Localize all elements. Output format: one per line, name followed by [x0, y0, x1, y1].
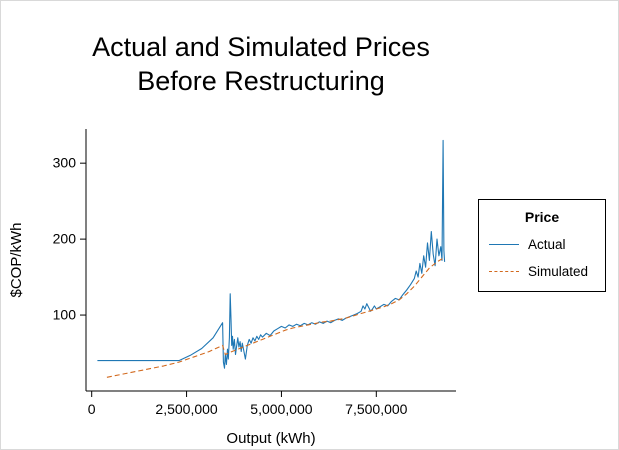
svg-text:100: 100	[53, 307, 77, 323]
chart-title-line1: Actual and Simulated Prices	[92, 32, 430, 62]
legend-entry-actual: Actual	[489, 237, 595, 252]
legend-title: Price	[524, 209, 560, 225]
chart-title: Actual and Simulated Prices Before Restr…	[1, 31, 521, 99]
svg-text:2,500,000: 2,500,000	[155, 401, 217, 417]
svg-text:0: 0	[88, 401, 96, 417]
legend: Price Actual Simulated	[478, 199, 606, 292]
actual-line-sample	[489, 244, 519, 245]
svg-text:$COP/kWh: $COP/kWh	[8, 222, 25, 297]
svg-text:200: 200	[53, 231, 77, 247]
svg-text:300: 300	[53, 155, 77, 171]
svg-text:Output (kWh): Output (kWh)	[226, 430, 315, 447]
svg-text:5,000,000: 5,000,000	[250, 401, 312, 417]
svg-text:7,500,000: 7,500,000	[345, 401, 407, 417]
price-plot: 100 200 300 0 2,500,000 5,000,000 7,500,000 $CO…	[8, 129, 456, 447]
chart-title-line2: Before Restructuring	[137, 65, 385, 96]
legend-entry-simulated: Simulated	[489, 264, 595, 279]
legend-label-simulated: Simulated	[528, 264, 589, 279]
simulated-line-sample	[489, 271, 519, 272]
legend-label-actual: Actual	[528, 237, 566, 252]
